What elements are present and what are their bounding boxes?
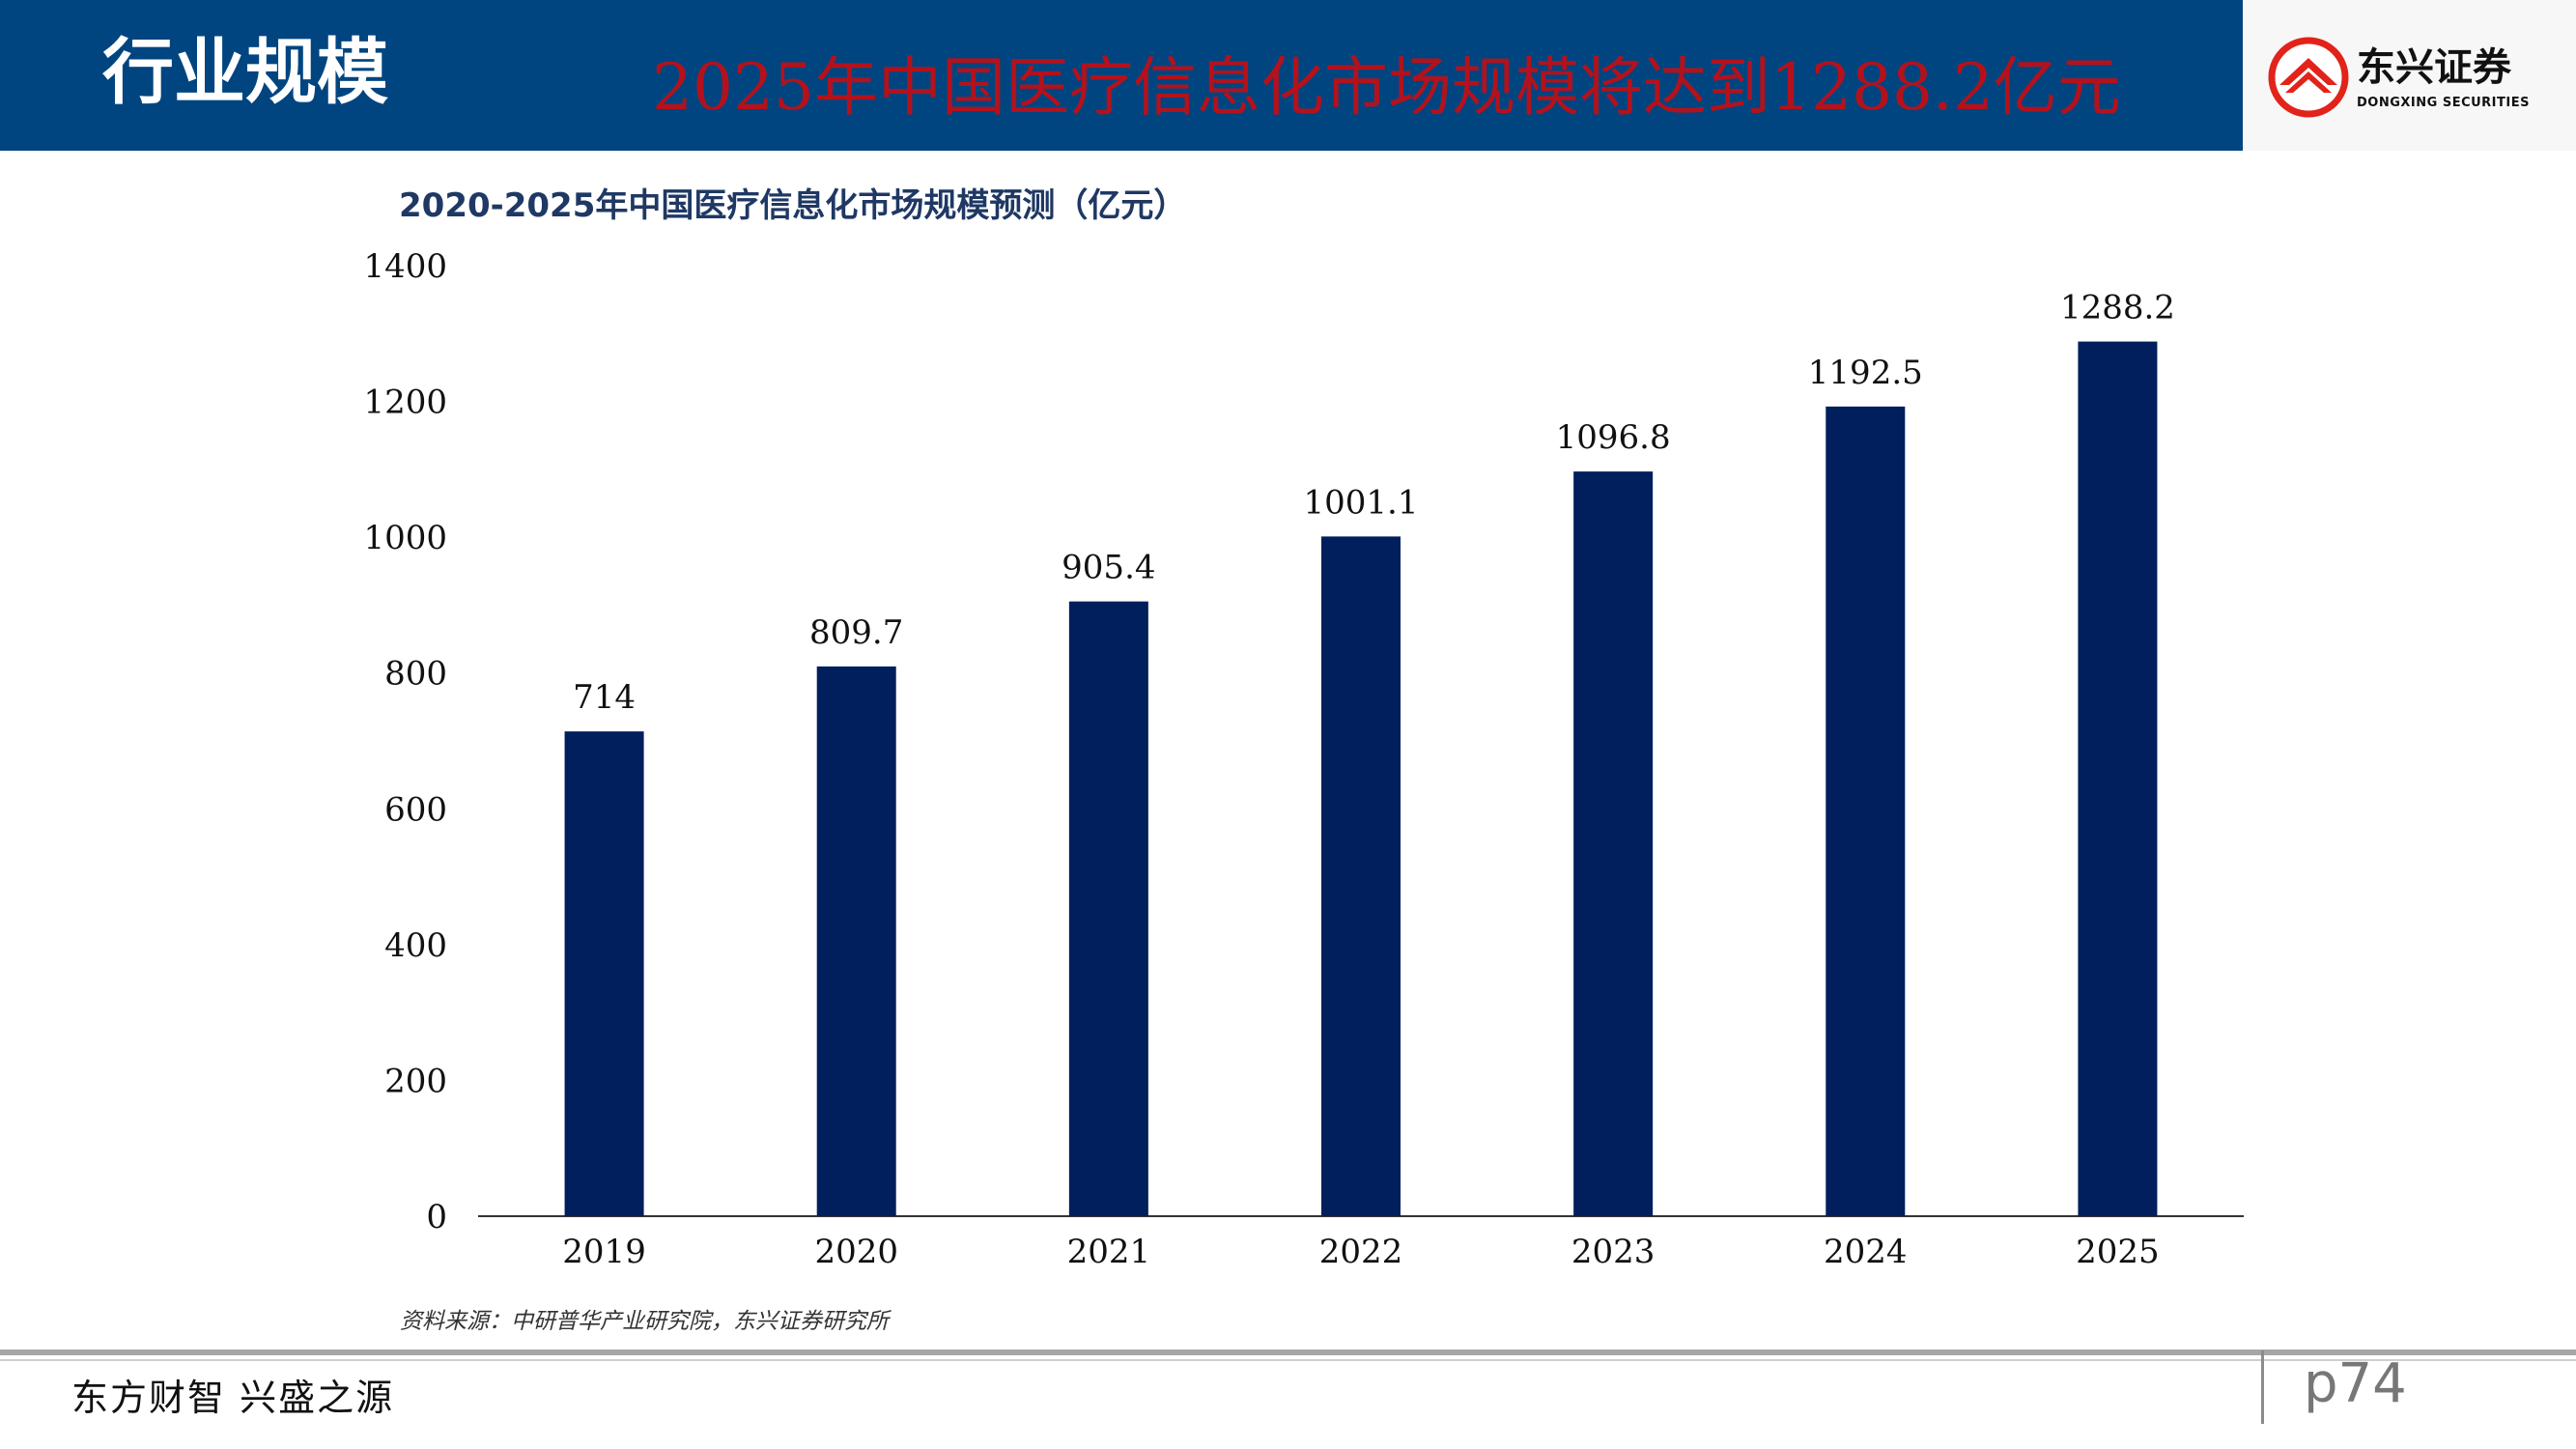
data-label: 714 bbox=[573, 678, 636, 717]
x-tick-label: 2021 bbox=[1067, 1233, 1151, 1271]
x-tick-label: 2019 bbox=[562, 1233, 646, 1271]
bar bbox=[2078, 341, 2158, 1216]
dongxing-logo-icon bbox=[2268, 37, 2349, 118]
source-note: 资料来源：中研普华产业研究院，东兴证券研究所 bbox=[400, 1309, 889, 1334]
y-tick-label: 1000 bbox=[363, 519, 447, 557]
x-tick-label: 2025 bbox=[2076, 1233, 2160, 1271]
bar bbox=[1826, 406, 1906, 1216]
bar bbox=[816, 666, 896, 1216]
data-label: 1096.8 bbox=[1556, 418, 1671, 457]
logo-subtitle: DONGXING SECURITIES bbox=[2357, 96, 2530, 110]
bar bbox=[564, 731, 644, 1216]
footer-divider-thin bbox=[0, 1359, 2576, 1361]
x-tick-label: 2022 bbox=[1319, 1233, 1403, 1271]
data-label: 905.4 bbox=[1062, 549, 1155, 587]
bar bbox=[1573, 471, 1654, 1216]
y-tick-label: 1200 bbox=[363, 384, 447, 422]
data-label: 1001.1 bbox=[1304, 483, 1419, 522]
y-tick-label: 400 bbox=[384, 926, 447, 965]
chart-title: 2020-2025年中国医疗信息化市场规模预测（亿元） bbox=[399, 186, 1187, 225]
y-tick-label: 0 bbox=[426, 1198, 447, 1236]
y-tick-label: 600 bbox=[384, 790, 447, 829]
footer-divider bbox=[0, 1350, 2576, 1355]
bar bbox=[1321, 536, 1401, 1216]
x-tick-label: 2020 bbox=[814, 1233, 898, 1271]
y-tick-label: 800 bbox=[384, 655, 447, 694]
data-label: 809.7 bbox=[809, 613, 903, 652]
y-tick-label: 1400 bbox=[363, 247, 447, 286]
footer-slogan: 东方财智 兴盛之源 bbox=[71, 1377, 395, 1419]
header-bar bbox=[0, 0, 2243, 151]
x-tick-label: 2024 bbox=[1824, 1233, 1908, 1271]
x-tick-label: 2023 bbox=[1571, 1233, 1656, 1271]
logo: 东兴证券 DONGXING SECURITIES bbox=[2243, 0, 2576, 151]
page-number-divider bbox=[2261, 1350, 2264, 1424]
data-label: 1192.5 bbox=[1808, 354, 1923, 392]
data-label: 1288.2 bbox=[2060, 289, 2175, 327]
headline: 2025年中国医疗信息化市场规模将达到1288.2亿元 bbox=[652, 50, 2121, 125]
bar bbox=[1068, 601, 1148, 1216]
page-number: p74 bbox=[2304, 1352, 2407, 1415]
y-tick-label: 200 bbox=[384, 1062, 447, 1100]
section-title: 行业规模 bbox=[102, 31, 388, 114]
logo-name: 东兴证券 bbox=[2357, 45, 2511, 90]
